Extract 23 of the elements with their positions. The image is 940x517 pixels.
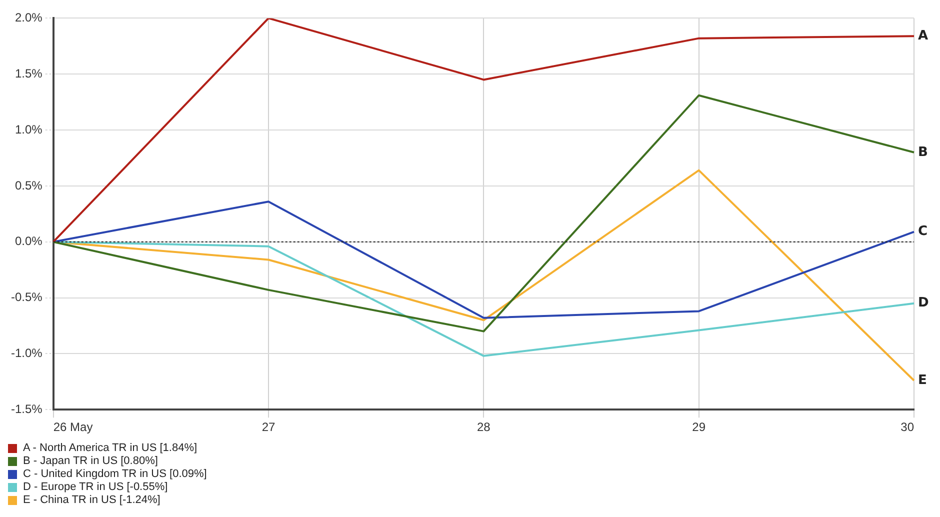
annotation: D <box>918 296 929 311</box>
annotation: A <box>918 28 928 44</box>
y-tick-label: -0.5% <box>10 290 43 304</box>
annotation: C <box>918 224 928 240</box>
y-tick-label: -1.5% <box>10 402 43 416</box>
y-tick-label: 1.0% <box>14 122 43 136</box>
y-tick-label: 1.5% <box>14 66 43 80</box>
legend-label: C - United Kingdom TR in US [0.09%] <box>23 468 207 481</box>
y-tick-label: 0.0% <box>14 234 43 248</box>
x-tick-label: 30 <box>900 420 914 434</box>
x-tick-label: 29 <box>692 420 706 434</box>
legend-label: D - Europe TR in US [-0.55%] <box>23 481 168 494</box>
x-tick-label: 27 <box>262 420 276 434</box>
x-tick-label: 28 <box>476 420 491 434</box>
annotation: B <box>918 144 928 160</box>
x-tick-label: 26 May <box>53 420 93 434</box>
legend-label: B - Japan TR in US [0.80%] <box>23 455 158 468</box>
legend-label: A - North America TR in US [1.84%] <box>23 442 198 455</box>
legend-label: E - China TR in US [-1.24%] <box>23 494 160 507</box>
annotation: E <box>918 372 927 388</box>
y-tick-label: -1.0% <box>10 346 43 360</box>
y-tick-label: 2.0% <box>14 10 43 25</box>
y-tick-label: 0.5% <box>14 178 43 192</box>
